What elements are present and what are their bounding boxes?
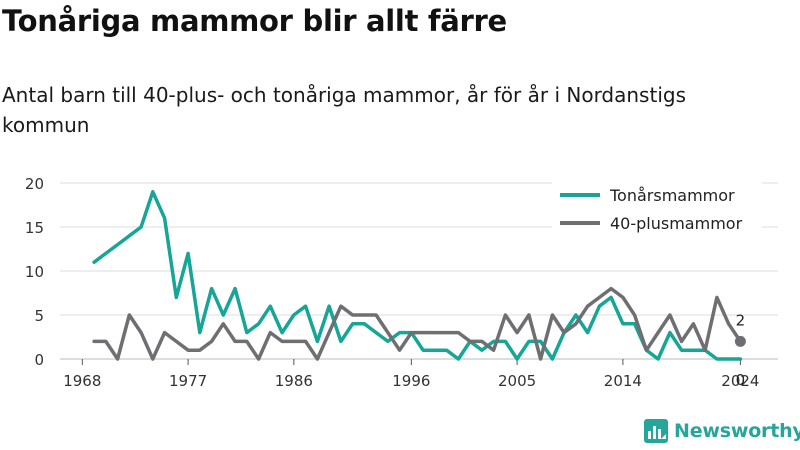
y-tick-label: 5: [34, 307, 44, 325]
end-marker-40-plusmammor: [734, 335, 746, 347]
y-tick-label: 0: [34, 351, 44, 369]
newsworthy-logo-icon: [644, 419, 668, 443]
y-tick-label: 15: [25, 219, 44, 237]
legend-label: Tonårsmammor: [609, 186, 735, 205]
series-line-tonarsmammor: [92, 190, 743, 361]
x-tick-label: 2024: [721, 372, 759, 390]
end-label-tonarsmammor: 0: [736, 371, 746, 389]
brand-logo: Newsworthy: [644, 419, 800, 443]
x-tick-label: 1996: [392, 372, 430, 390]
end-label-40-plusmammor: 2: [736, 311, 746, 329]
y-tick-label: 10: [25, 263, 44, 281]
x-tick-label: 1968: [63, 372, 101, 390]
x-tick-label: 1977: [169, 372, 207, 390]
brand-name: Newsworthy: [674, 420, 800, 442]
x-tick-label: 1986: [275, 372, 313, 390]
y-tick-label: 20: [25, 175, 44, 193]
legend-background: [552, 180, 762, 242]
series-line-40-plusmammor: [92, 286, 743, 361]
legend-label: 40-plusmammor: [610, 214, 743, 233]
chart-subtitle: Antal barn till 40-plus- och tonåriga ma…: [2, 83, 686, 137]
chart-title: Tonåriga mammor blir allt färre: [2, 4, 507, 38]
x-tick-label: 2005: [498, 372, 536, 390]
x-tick-label: 2014: [604, 372, 642, 390]
